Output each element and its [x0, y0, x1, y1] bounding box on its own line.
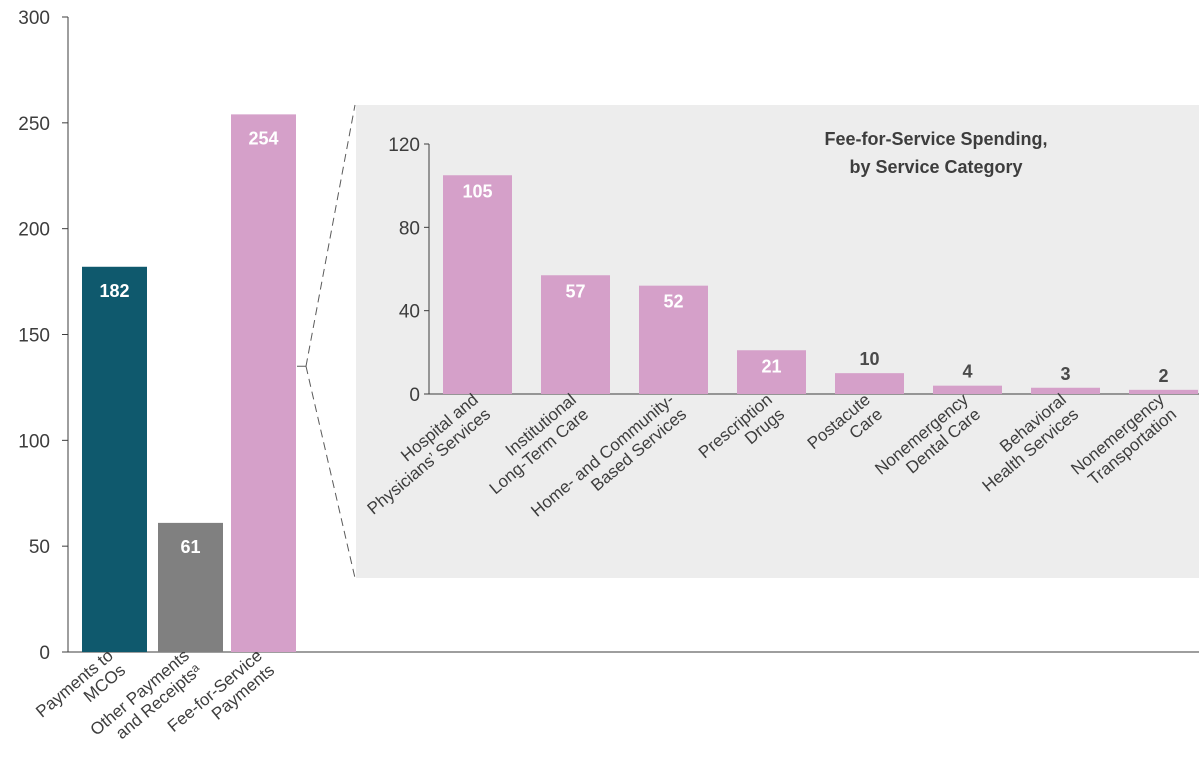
inset-y-tick-label: 0 [409, 385, 420, 406]
main-bar-value: 182 [99, 281, 129, 301]
inset-bar [1129, 389, 1198, 394]
y-tick-label: 100 [18, 431, 50, 452]
inset-bar [639, 285, 708, 394]
inset-y-tick-label: 80 [399, 218, 420, 239]
y-tick-label: 0 [39, 643, 50, 664]
main-bar-value: 254 [248, 128, 278, 148]
y-tick-label: 50 [29, 537, 50, 558]
inset-bar-value: 4 [962, 362, 972, 382]
inset-bar [835, 373, 904, 394]
inset-title-line: Fee-for-Service Spending, [824, 129, 1047, 149]
inset-bar-value: 57 [565, 281, 585, 301]
main-bar-value: 61 [180, 537, 200, 557]
main-bar [231, 114, 296, 652]
inset-bar [1031, 387, 1100, 394]
connector-upper-line [305, 104, 356, 367]
inset-bar [541, 275, 610, 394]
inset-bar-value: 3 [1060, 364, 1070, 384]
inset-bar [737, 350, 806, 394]
inset-y-tick-label: 40 [399, 302, 420, 323]
main-bar [82, 266, 147, 652]
y-tick-label: 250 [18, 114, 50, 135]
y-tick-label: 300 [18, 8, 50, 29]
inset-y-tick-label: 120 [388, 135, 420, 156]
main-bar [158, 522, 223, 652]
y-tick-label: 150 [18, 326, 50, 347]
inset-bar-value: 10 [859, 349, 879, 369]
inset-bar-value: 52 [663, 292, 683, 312]
inset-bar-value: 21 [761, 356, 781, 376]
inset-bar [933, 385, 1002, 394]
inset-bar [443, 175, 512, 394]
connector-lower-line [305, 366, 356, 579]
inset-bar-value: 105 [462, 181, 492, 201]
y-tick-label: 200 [18, 220, 50, 241]
zoom-connector [297, 104, 356, 579]
inset-bar-value: 2 [1158, 366, 1168, 386]
inset-title-line: by Service Category [849, 157, 1022, 177]
